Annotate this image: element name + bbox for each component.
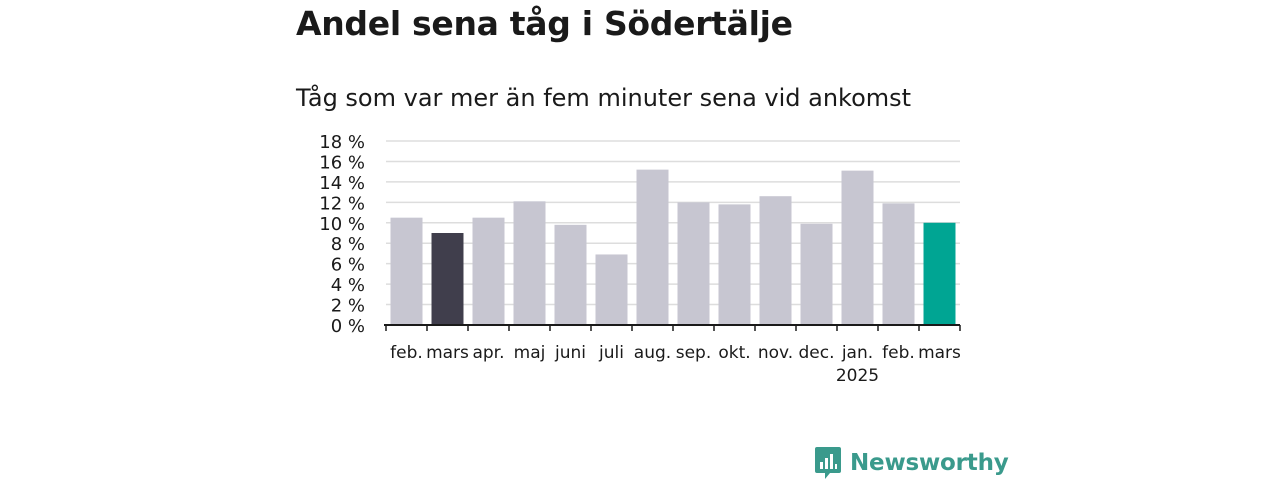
y-tick-label: 18 % [319, 132, 365, 153]
bar [595, 254, 628, 325]
y-tick-label: 6 % [331, 255, 365, 276]
x-tick-label: mars [918, 343, 961, 363]
bar [718, 204, 751, 325]
x-tick-label: juni [554, 343, 586, 363]
x-year-label: 2025 [836, 366, 879, 386]
x-tick-label: dec. [798, 343, 834, 363]
y-tick-label: 4 % [331, 275, 365, 296]
chart-subtitle: Tåg som var mer än fem minuter sena vid … [296, 84, 912, 112]
bar [431, 233, 464, 325]
y-tick-label: 8 % [331, 234, 365, 255]
brand-name: Newsworthy [850, 450, 1009, 476]
x-tick-label: nov. [758, 343, 793, 363]
y-tick-label: 12 % [319, 193, 365, 214]
bar [390, 217, 423, 325]
y-tick-label: 16 % [319, 152, 365, 173]
bar [554, 224, 587, 325]
bar [513, 201, 546, 325]
bar [677, 202, 710, 325]
bar [472, 217, 505, 325]
bar [636, 169, 669, 325]
y-tick-label: 14 % [319, 173, 365, 194]
x-tick-label: juli [598, 343, 624, 363]
x-tick-label: feb. [390, 343, 423, 363]
bar [800, 223, 833, 325]
x-tick-label: sep. [676, 343, 712, 363]
bar [759, 196, 792, 325]
x-tick-label: aug. [634, 343, 671, 363]
bar-layer [390, 169, 956, 325]
bar [882, 203, 915, 325]
x-tick-label: apr. [472, 343, 504, 363]
x-tick-label: mars [426, 343, 469, 363]
brand-logo: Newsworthy [814, 446, 1009, 480]
x-tick-label: maj [514, 343, 546, 363]
x-tick-label: jan. [841, 343, 873, 363]
axis-layer [384, 324, 961, 331]
newsworthy-logo-icon [815, 447, 841, 479]
x-tick-label: feb. [882, 343, 915, 363]
page-title: Andel sena tåg i Södertälje [296, 4, 793, 43]
x-tick-label: okt. [718, 343, 750, 363]
bar [923, 222, 956, 325]
label-layer: 0 %2 %4 %6 %8 %10 %12 %14 %16 %18 %feb. m… [319, 132, 961, 386]
grid-layer [386, 140, 960, 306]
y-tick-label: 2 % [331, 296, 365, 317]
y-tick-label: 0 % [331, 316, 365, 337]
bar [841, 170, 874, 325]
y-tick-label: 10 % [319, 214, 365, 235]
